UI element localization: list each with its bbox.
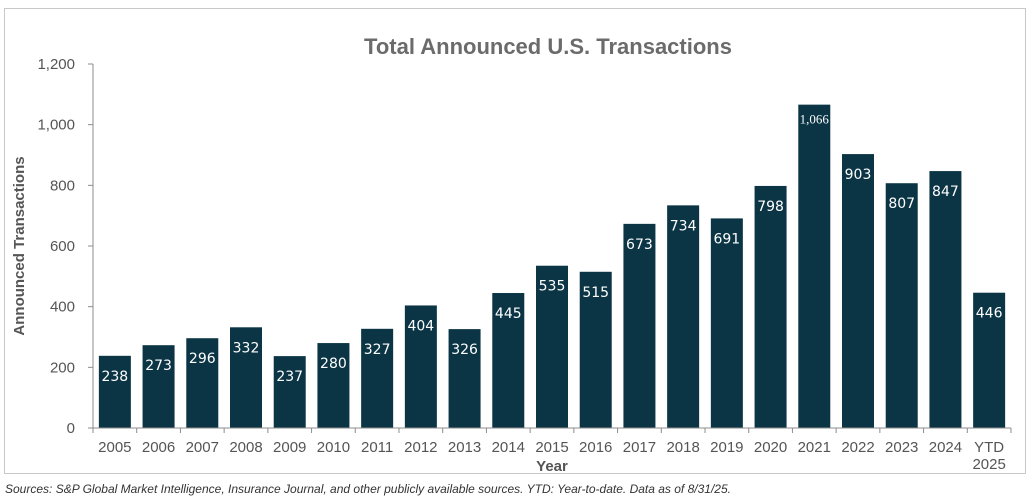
bar: [798, 104, 831, 428]
bar-value-label: 332: [233, 340, 260, 356]
x-tick-label: 2007: [186, 439, 219, 456]
bar: [579, 271, 612, 428]
x-tick-label: 2005: [98, 439, 131, 456]
bar: [273, 356, 306, 428]
bar: [842, 154, 874, 428]
x-tick-label: 2013: [448, 439, 481, 456]
bar-value-label: 280: [320, 356, 347, 372]
bar-value-label: 237: [276, 369, 303, 385]
bars: 238 273 296 332 237 280 327 404 326 445 535 515 673 7…: [98, 104, 1006, 428]
y-tick-label: 400: [50, 299, 75, 316]
bar: [885, 183, 918, 428]
y-axis-title: Announced Transactions: [11, 156, 28, 335]
bar: [448, 329, 481, 428]
bar-value-label: 1,066: [800, 112, 830, 127]
bar: [186, 338, 219, 428]
y-tick-label: 200: [50, 359, 75, 376]
bar: [667, 205, 700, 428]
bar-chart: Total Announced U.S. Transactions Announ…: [11, 34, 1012, 475]
bar-value-label: 798: [757, 199, 784, 215]
x-tick-label: 2014: [492, 439, 525, 456]
bar-value-label: 903: [845, 167, 872, 183]
bar-value-label: 446: [976, 306, 1003, 322]
x-tick-label: 2023: [885, 439, 918, 456]
x-tick-label: 2020: [754, 439, 787, 456]
bar-value-label: 273: [145, 358, 172, 374]
bar: [404, 305, 437, 428]
y-tick-label: 600: [50, 238, 75, 255]
bar: [754, 185, 787, 428]
bar-value-label: 327: [364, 342, 391, 358]
y-axis: 0 200 400 600 800 1,000 1,200: [37, 56, 94, 437]
x-tick-label: YTD: [974, 439, 1004, 456]
x-tick-label: 2006: [142, 439, 175, 456]
bar: [361, 328, 394, 428]
bar-value-label: 734: [670, 218, 697, 234]
bar-value-label: 445: [495, 306, 522, 322]
bar-value-label: 535: [539, 279, 566, 295]
bar: [536, 265, 568, 428]
bar-value-label: 673: [626, 237, 653, 253]
x-tick-label: 2018: [666, 439, 699, 456]
chart-frame: [4, 8, 1026, 474]
bar-value-label: 807: [888, 196, 915, 212]
bar-value-label: 296: [189, 351, 216, 367]
y-tick-label: 1,200: [37, 56, 75, 73]
y-tick-label: 1,000: [37, 117, 75, 134]
bar-value-label: 404: [407, 318, 434, 334]
x-tick-label: 2021: [798, 439, 831, 456]
bar-value-label: 515: [582, 285, 609, 301]
bar: [230, 327, 262, 428]
x-tick-label: 2016: [579, 439, 612, 456]
x-axis-title: Year: [536, 458, 568, 475]
bar-value-label: 847: [932, 184, 959, 200]
x-tick-label: 2008: [229, 439, 262, 456]
x-tick-label: 2012: [404, 439, 437, 456]
bar: [317, 343, 350, 428]
y-tick-label: 0: [67, 420, 75, 437]
x-tick-label: 2019: [710, 439, 743, 456]
x-tick-label: 2009: [273, 439, 306, 456]
bar: [492, 293, 525, 428]
bar: [98, 355, 131, 428]
source-note: Sources: S&P Global Market Intelligence,…: [5, 482, 731, 496]
bar: [973, 292, 1006, 428]
bar: [142, 345, 175, 428]
x-tick-label: 2017: [623, 439, 656, 456]
bar-value-label: 691: [713, 231, 740, 247]
x-tick-label: 2015: [535, 439, 568, 456]
x-tick-label: 2011: [361, 439, 393, 456]
bar-value-label: 238: [101, 369, 128, 385]
x-tick-label: 2024: [929, 439, 962, 456]
bar: [710, 218, 743, 428]
x-tick-label: 2022: [841, 439, 874, 456]
bar-value-label: 326: [451, 342, 478, 358]
bar: [929, 171, 962, 428]
bar: [623, 223, 656, 428]
chart-title: Total Announced U.S. Transactions: [364, 34, 732, 59]
x-axis: 2005 2006 2007 2008 2009 2010 2011 2012 2013 2014…: [92, 427, 1012, 473]
x-tick-label: 2025: [972, 456, 1005, 473]
y-tick-label: 800: [50, 177, 75, 194]
x-tick-label: 2010: [317, 439, 350, 456]
